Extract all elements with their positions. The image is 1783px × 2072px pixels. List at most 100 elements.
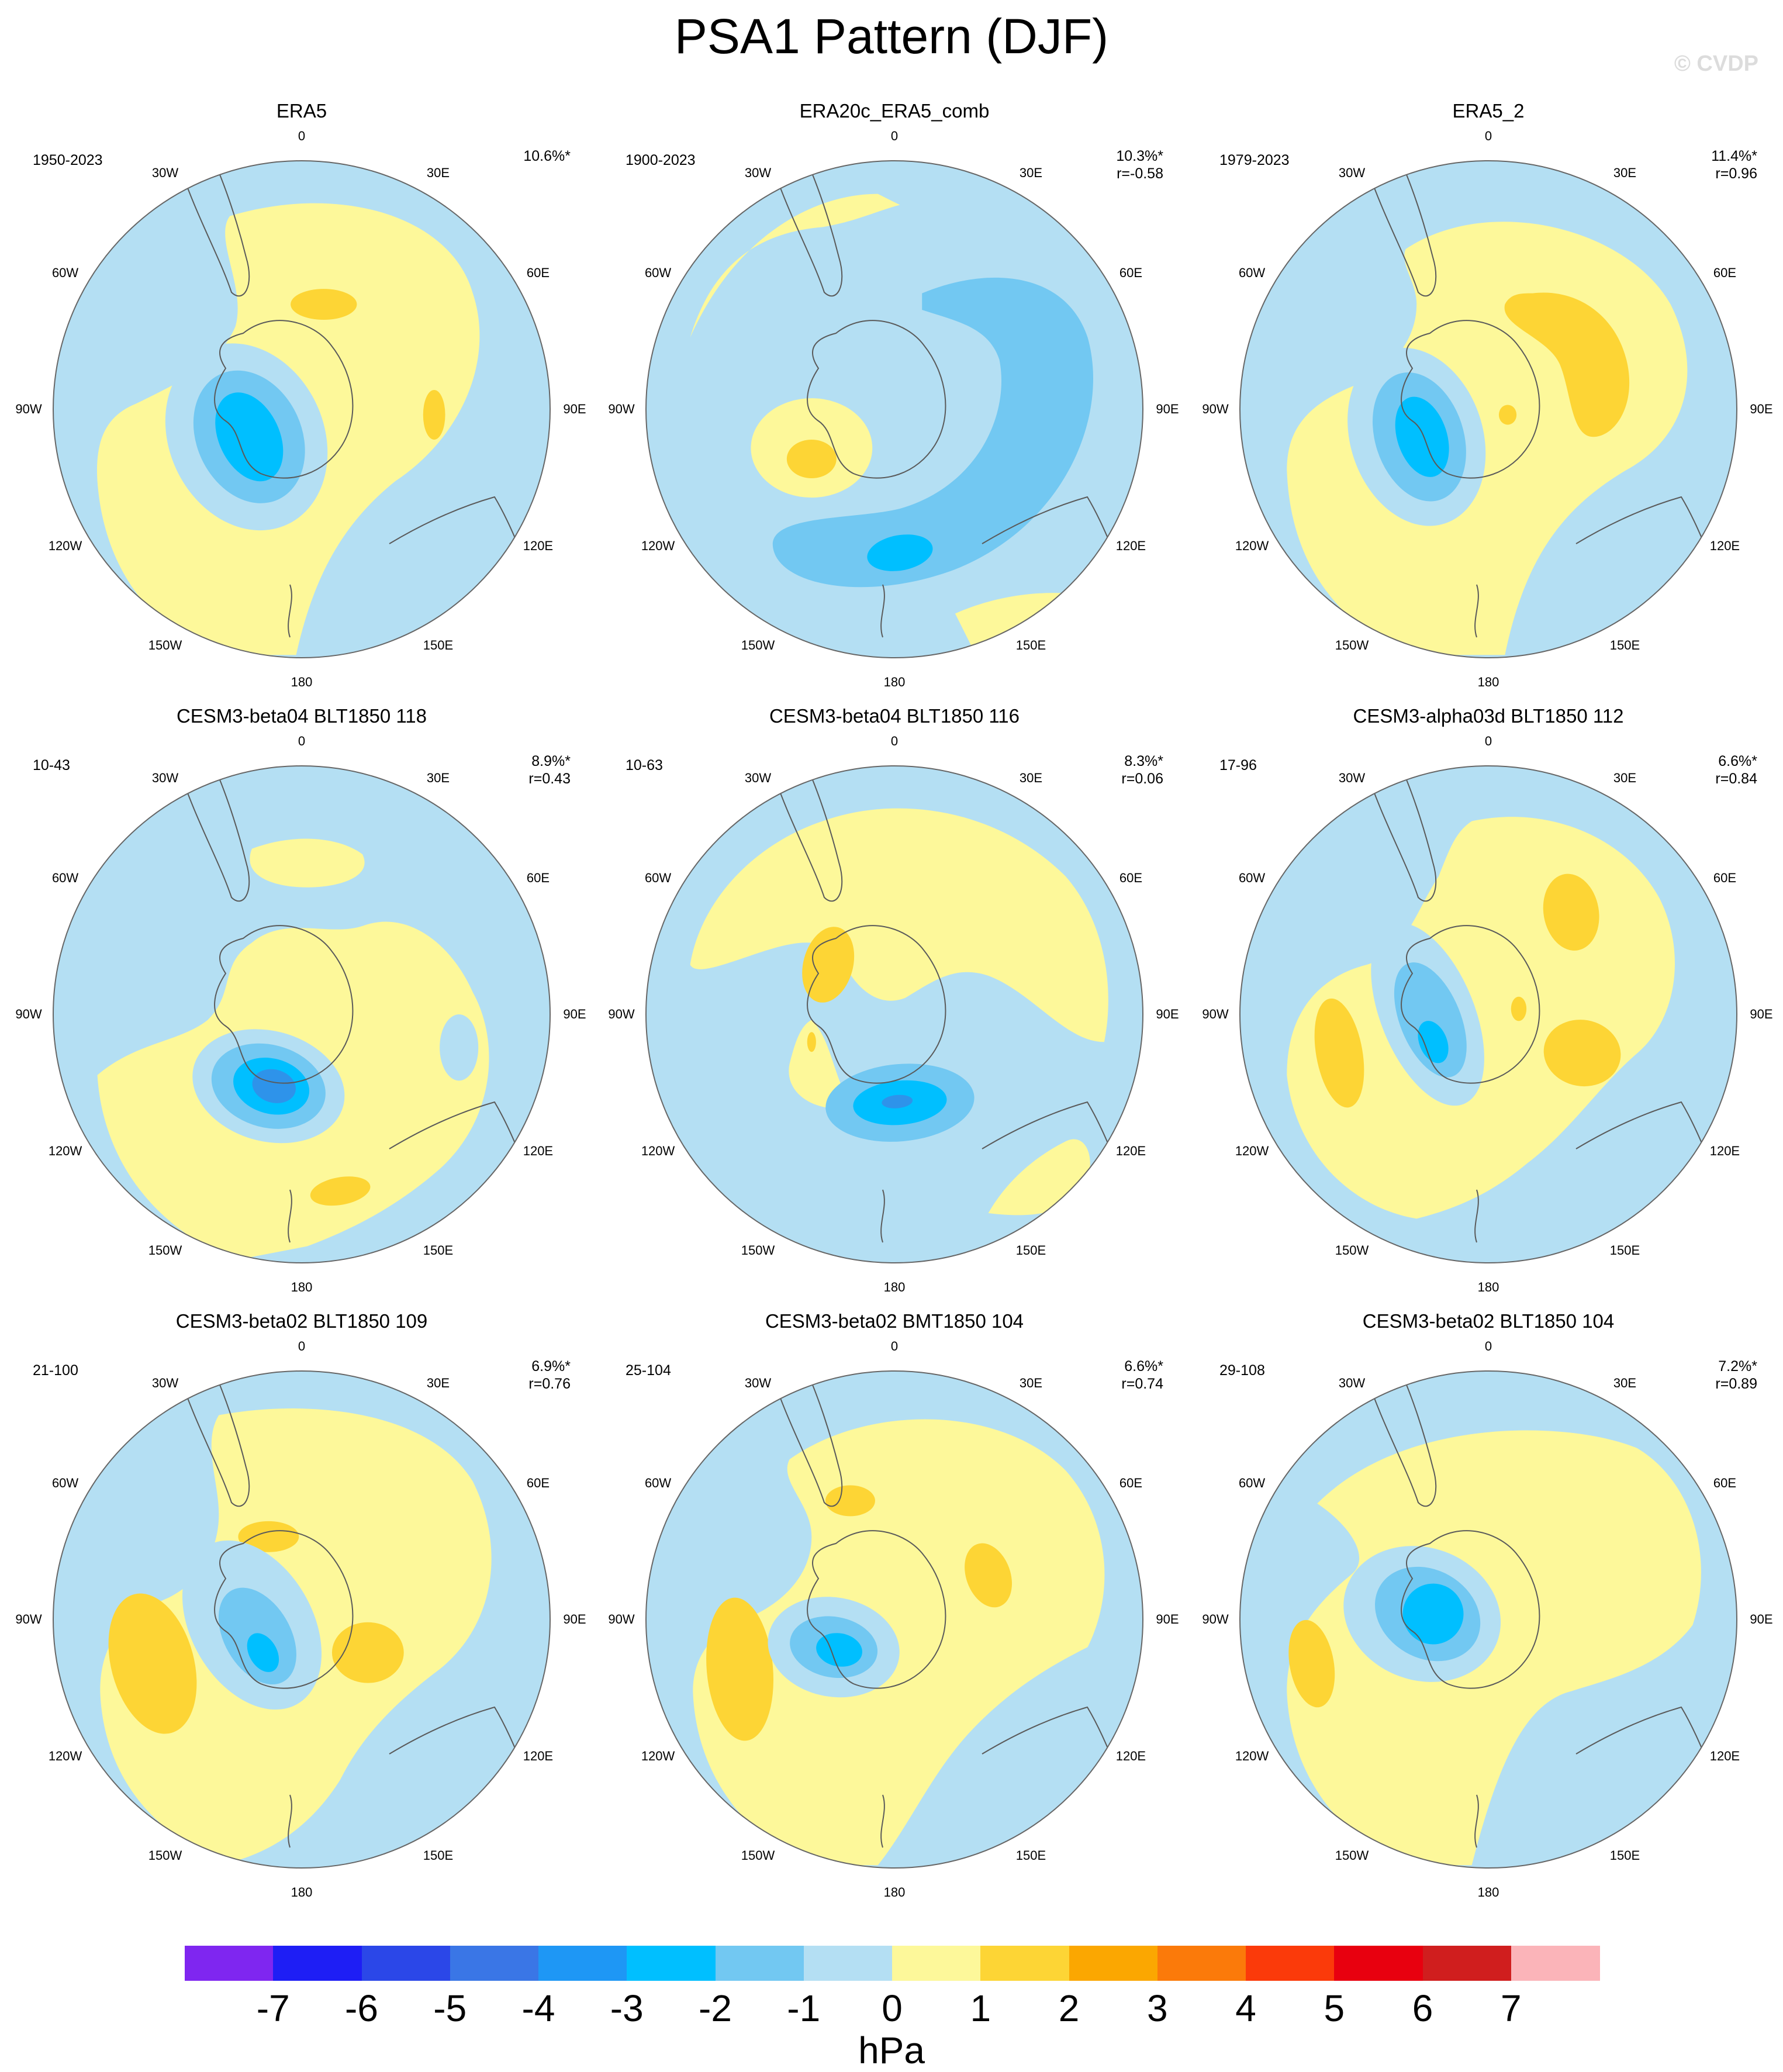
longitude-label: 120E bbox=[1115, 1143, 1146, 1158]
colorbar-tick-label: -3 bbox=[610, 1987, 644, 2029]
colorbar-swatch bbox=[1069, 1946, 1158, 1981]
longitude-label: 0 bbox=[1484, 734, 1492, 748]
antarctica-coastline bbox=[807, 1530, 946, 1689]
longitude-label: 150E bbox=[423, 1848, 454, 1863]
map-panel: CESM3-beta02 BLT1850 109 21-100 6.9%* r=0.7… bbox=[9, 1310, 594, 1900]
negative-anomaly-contour bbox=[252, 1069, 296, 1103]
longitude-label: 60E bbox=[526, 265, 550, 280]
colorbar-tick-label: 5 bbox=[1324, 1987, 1345, 2029]
longitude-label: 60E bbox=[1713, 870, 1736, 885]
longitude-label: 30E bbox=[1613, 770, 1637, 785]
watermark: © CVDP bbox=[1674, 51, 1758, 76]
negative-anomaly-contour bbox=[215, 392, 284, 482]
map-border bbox=[53, 765, 551, 1263]
polar-map bbox=[53, 1370, 551, 1869]
positive-anomaly-contour bbox=[786, 439, 837, 479]
panel-title: CESM3-beta02 BLT1850 109 bbox=[175, 1310, 428, 1332]
antarctica-coastline bbox=[214, 925, 354, 1084]
longitude-label: 180 bbox=[883, 1885, 906, 1900]
colorbar-tick-label: -6 bbox=[345, 1987, 378, 2029]
positive-anomaly-contour bbox=[690, 808, 1108, 1042]
panel-title: CESM3-beta02 BMT1850 104 bbox=[765, 1310, 1024, 1332]
panel-period: 1950-2023 bbox=[33, 152, 103, 168]
longitude-label: 150E bbox=[1609, 1243, 1640, 1258]
panel-variance: 6.6%* r=0.84 bbox=[1715, 752, 1757, 788]
longitude-label: 60E bbox=[1713, 265, 1736, 280]
panel-title: CESM3-beta04 BLT1850 116 bbox=[769, 705, 1020, 727]
pattern-correlation: r=0.84 bbox=[1715, 771, 1757, 787]
longitude-label: 150W bbox=[148, 1243, 182, 1258]
colorbar-swatch bbox=[803, 1946, 893, 1981]
longitude-label: 150W bbox=[741, 1243, 775, 1258]
panel-period: 10-63 bbox=[626, 757, 663, 773]
negative-anomaly-contour bbox=[772, 277, 1093, 588]
longitude-label: 120W bbox=[641, 538, 675, 553]
longitude-label: 90W bbox=[1202, 402, 1229, 416]
new-zealand-coastline bbox=[1474, 1189, 1479, 1243]
longitude-label: 120W bbox=[1235, 538, 1269, 553]
percent-variance: 11.4%* bbox=[1711, 148, 1757, 164]
colorbar-swatch bbox=[538, 1946, 627, 1981]
longitude-label: 90E bbox=[1156, 1007, 1179, 1021]
longitude-label: 120E bbox=[523, 1748, 554, 1763]
negative-anomaly-field bbox=[646, 161, 1143, 658]
longitude-label: 0 bbox=[890, 1339, 899, 1353]
panel-variance: 10.6%* bbox=[523, 147, 571, 165]
longitude-label: 90E bbox=[1156, 402, 1179, 416]
map-panel: ERA5_2 1979-2023 11.4%* r=0.96 0 30E 60E 90E 120… bbox=[1196, 99, 1781, 689]
panel-variance: 10.3%* r=-0.58 bbox=[1116, 147, 1163, 182]
positive-anomaly-contour bbox=[250, 838, 365, 887]
longitude-label: 90E bbox=[1156, 1612, 1179, 1626]
map-border bbox=[1239, 765, 1737, 1263]
panel-variance: 8.9%* r=0.43 bbox=[528, 752, 571, 788]
pattern-correlation: r=0.89 bbox=[1715, 1376, 1757, 1392]
longitude-label: 120W bbox=[641, 1143, 675, 1158]
positive-anomaly-contour bbox=[238, 1521, 299, 1552]
longitude-label: 0 bbox=[1484, 129, 1492, 143]
map-border bbox=[1239, 1370, 1737, 1869]
longitude-label: 60W bbox=[51, 1475, 79, 1490]
longitude-label: 30E bbox=[1019, 770, 1043, 785]
longitude-label: 60E bbox=[1119, 870, 1142, 885]
pattern-correlation: r=0.06 bbox=[1121, 771, 1163, 787]
colorbar-swatch bbox=[273, 1946, 362, 1981]
panel-title: CESM3-beta02 BLT1850 104 bbox=[1362, 1310, 1615, 1332]
percent-variance: 10.6%* bbox=[523, 148, 571, 164]
colorbar-swatch bbox=[450, 1946, 539, 1981]
polar-map bbox=[1239, 160, 1737, 658]
panel-period: 25-104 bbox=[626, 1362, 671, 1379]
colorbar-tick-label: -5 bbox=[433, 1987, 467, 2029]
colorbar-swatch bbox=[980, 1946, 1069, 1981]
polar-map bbox=[1239, 765, 1737, 1263]
longitude-label: 150E bbox=[1015, 1243, 1046, 1258]
south-america-coastline bbox=[771, 766, 843, 902]
longitude-label: 30W bbox=[744, 165, 772, 180]
negative-anomaly-contour bbox=[1395, 396, 1449, 477]
longitude-label: 90W bbox=[15, 1612, 42, 1626]
negative-anomaly-contour bbox=[440, 1014, 479, 1081]
longitude-label: 30W bbox=[744, 770, 772, 785]
longitude-label: 30W bbox=[1338, 770, 1366, 785]
longitude-label: 150E bbox=[1609, 638, 1640, 653]
longitude-label: 30E bbox=[1019, 1375, 1043, 1390]
longitude-label: 90W bbox=[15, 402, 42, 416]
colorbar-swatch bbox=[892, 1946, 981, 1981]
antarctica-coastline bbox=[214, 320, 354, 479]
map-panel: ERA5 1950-2023 10.6%* 0 30E 60E 90E 120E 150E 180… bbox=[9, 99, 594, 689]
longitude-label: 60E bbox=[526, 870, 550, 885]
longitude-label: 120W bbox=[1235, 1748, 1269, 1763]
longitude-label: 60W bbox=[644, 870, 672, 885]
longitude-label: 30W bbox=[1338, 165, 1366, 180]
longitude-label: 120E bbox=[523, 538, 554, 553]
longitude-label: 90W bbox=[1202, 1612, 1229, 1626]
longitude-label: 60E bbox=[1119, 1475, 1142, 1490]
new-zealand-coastline bbox=[880, 1189, 885, 1243]
new-zealand-coastline bbox=[880, 584, 885, 638]
pattern-correlation: r=0.96 bbox=[1715, 165, 1757, 182]
longitude-label: 30E bbox=[426, 1375, 450, 1390]
longitude-label: 120E bbox=[1115, 1748, 1146, 1763]
percent-variance: 10.3%* bbox=[1116, 148, 1163, 164]
longitude-label: 120W bbox=[48, 1748, 82, 1763]
negative-anomaly-contour bbox=[882, 1094, 913, 1108]
positive-anomaly-contour bbox=[802, 927, 855, 1003]
